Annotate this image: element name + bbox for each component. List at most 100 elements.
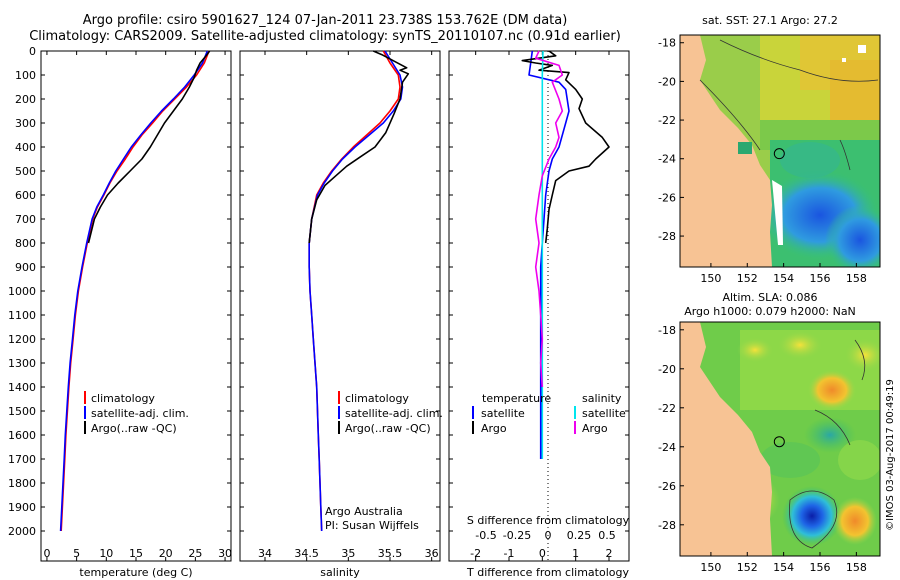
x-tick-label: 0 [539, 547, 546, 560]
legend-label-s-satellite: satellite [582, 407, 626, 420]
map-y-tick-label: -24 [658, 153, 676, 166]
salinity-axes: 34 34.5 35 35.5 36 [240, 50, 440, 561]
map-y-tick-label: -22 [658, 402, 676, 415]
series-line-s-satellite [541, 50, 544, 459]
x-tick-label: 2 [606, 547, 613, 560]
sst-map-frame [679, 34, 881, 268]
legend-label-argo: Argo(..raw -QC) [91, 422, 177, 435]
s-difference-label: S difference from climatology [467, 514, 630, 527]
x-tick-label: 30 [218, 547, 232, 560]
legend-heading-salinity: salinity [582, 392, 622, 405]
map-x-tick-label: 152 [737, 561, 758, 574]
argo-australia-label: Argo Australia [325, 505, 403, 518]
x-tick-label: 15 [129, 547, 143, 560]
temperature-axes: 0100200300400500600700800900100011001200… [8, 45, 232, 561]
y-tick-label: 1300 [8, 357, 36, 370]
map-x-tick-label: 158 [846, 561, 867, 574]
s-tick-label: -0.25 [503, 529, 531, 542]
map-y-tick-label: -26 [658, 480, 676, 493]
series-line-argo [308, 50, 410, 244]
temperature-legend: climatology satellite-adj. clim. Argo(..… [84, 391, 189, 435]
sla-map-ticks: 150 152 154 156 158 -18 -20 -22 -24 -26 -28 [658, 324, 867, 574]
sst-map-ticks: 150 152 154 156 158 -18 -20 -22 -24 -26 -28 [658, 37, 867, 285]
map-x-tick-label: 156 [810, 272, 831, 285]
map-y-tick-label: -28 [658, 230, 676, 243]
y-tick-label: 900 [15, 261, 36, 274]
y-tick-label: 1700 [8, 453, 36, 466]
series-line-climatology [308, 50, 401, 532]
series-line-satellite [308, 50, 404, 532]
difference-axes-frame [448, 50, 630, 562]
y-tick-label: 800 [15, 237, 36, 250]
legend-heading-temperature: temperature [482, 392, 551, 405]
sla-map-title-line2: Argo h1000: 0.079 h2000: NaN [684, 305, 856, 318]
series-line-t-argo [521, 50, 610, 244]
difference-lines [521, 50, 610, 459]
difference-axes: -2 -1 0 1 2 [449, 50, 629, 561]
y-tick-label: 200 [15, 93, 36, 106]
y-tick-label: 2000 [8, 525, 36, 538]
map-y-tick-label: -18 [658, 324, 676, 337]
map-y-tick-label: -28 [658, 519, 676, 532]
x-tick-label: 35.5 [378, 547, 403, 560]
y-tick-label: 1400 [8, 381, 36, 394]
x-tick-label: 34.5 [294, 547, 319, 560]
figure-title-line2: Climatology: CARS2009. Satellite-adjuste… [29, 29, 621, 44]
x-tick-label: -1 [504, 547, 515, 560]
sst-map-title: sat. SST: 27.1 Argo: 27.2 [702, 14, 838, 27]
map-y-tick-label: -26 [658, 191, 676, 204]
map-y-tick-label: -20 [658, 363, 676, 376]
s-tick-label: 0.25 [567, 529, 592, 542]
x-tick-label: 10 [99, 547, 113, 560]
series-line-argo [87, 50, 211, 244]
x-tick-label: 34 [258, 547, 272, 560]
y-tick-label: 1900 [8, 501, 36, 514]
s-difference-ticks: -0.5 -0.25 0 0.25 0.5 [475, 529, 615, 542]
y-tick-label: 1200 [8, 333, 36, 346]
temperature-axes-frame [40, 50, 232, 562]
y-tick-label: 1800 [8, 477, 36, 490]
sla-map-image [680, 322, 880, 556]
series-line-satellite [59, 50, 209, 532]
x-tick-label: 25 [188, 547, 202, 560]
y-tick-label: 1100 [8, 309, 36, 322]
salinity-xlabel: salinity [320, 566, 360, 579]
sla-map-frame [679, 321, 881, 557]
y-tick-label: 100 [15, 69, 36, 82]
salinity-lines [308, 50, 410, 532]
x-tick-label: 20 [159, 547, 173, 560]
x-tick-label: 1 [572, 547, 579, 560]
legend-label-satellite: satellite-adj. clim. [345, 407, 443, 420]
imos-credit: ©IMOS 03-Aug-2017 00:49:19 [885, 379, 896, 531]
figure-title-line1: Argo profile: csiro 5901627_124 07-Jan-2… [82, 13, 568, 28]
y-tick-label: 700 [15, 213, 36, 226]
map-y-tick-label: -20 [658, 75, 676, 88]
difference-legend: temperature satellite Argo salinity sate… [472, 392, 626, 435]
sla-map-title-line1: Altim. SLA: 0.086 [722, 291, 817, 304]
s-tick-label: 0 [545, 529, 552, 542]
series-line-t-satellite [528, 50, 570, 459]
legend-label-t-satellite: satellite [481, 407, 525, 420]
y-tick-label: 300 [15, 117, 36, 130]
legend-label-climatology: climatology [91, 392, 155, 405]
legend-label-argo: Argo(..raw -QC) [345, 422, 431, 435]
legend-label-climatology: climatology [345, 392, 409, 405]
y-tick-label: 0 [29, 45, 36, 58]
map-y-tick-label: -18 [658, 37, 676, 50]
x-tick-label: 5 [73, 547, 80, 560]
map-x-tick-label: 156 [810, 561, 831, 574]
y-tick-label: 1600 [8, 429, 36, 442]
difference-xlabel: T difference from climatology [466, 566, 629, 579]
s-tick-label: 0.5 [598, 529, 616, 542]
temperature-lines [59, 50, 211, 532]
map-x-tick-label: 154 [773, 561, 794, 574]
map-y-tick-label: -22 [658, 114, 676, 127]
sst-argo-location-marker [773, 148, 785, 160]
map-y-tick-label: -24 [658, 441, 676, 454]
legend-label-t-argo: Argo [481, 422, 507, 435]
legend-label-satellite: satellite-adj. clim. [91, 407, 189, 420]
sst-map-image [680, 35, 880, 267]
salinity-legend: climatology satellite-adj. clim. Argo(..… [325, 391, 443, 532]
temperature-xlabel: temperature (deg C) [79, 566, 192, 579]
